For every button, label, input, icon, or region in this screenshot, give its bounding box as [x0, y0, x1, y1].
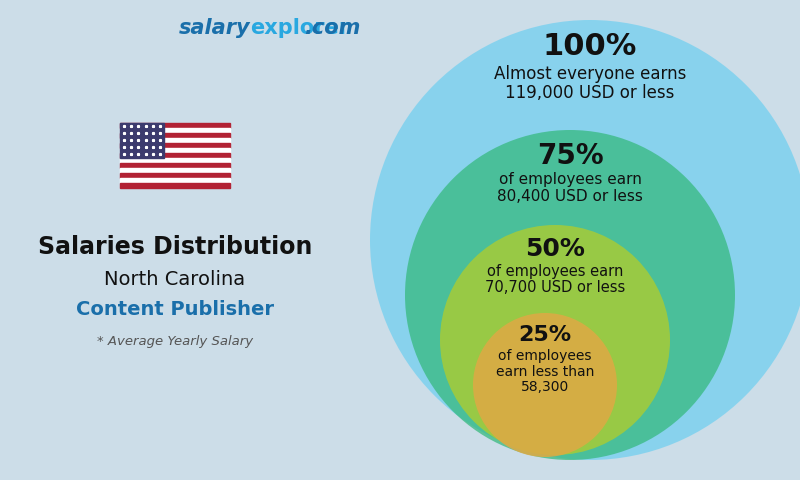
Text: * Average Yearly Salary: * Average Yearly Salary — [97, 335, 253, 348]
Text: 70,700 USD or less: 70,700 USD or less — [485, 280, 625, 295]
Text: 80,400 USD or less: 80,400 USD or less — [497, 189, 643, 204]
Bar — [120, 132, 230, 137]
Text: 75%: 75% — [537, 142, 603, 170]
Text: 50%: 50% — [525, 237, 585, 261]
Bar — [120, 163, 230, 168]
Text: 119,000 USD or less: 119,000 USD or less — [506, 84, 674, 102]
Bar — [120, 172, 230, 178]
Text: 58,300: 58,300 — [521, 380, 569, 394]
Bar — [120, 178, 230, 182]
Text: earn less than: earn less than — [496, 364, 594, 379]
Text: explorer: explorer — [250, 18, 350, 38]
Bar — [120, 122, 164, 157]
Text: Almost everyone earns: Almost everyone earns — [494, 65, 686, 83]
Text: 100%: 100% — [543, 32, 637, 61]
Bar — [120, 128, 230, 132]
Text: 25%: 25% — [518, 325, 571, 345]
Ellipse shape — [473, 313, 617, 457]
Text: of employees: of employees — [498, 349, 592, 363]
Text: salary: salary — [178, 18, 250, 38]
Text: Content Publisher: Content Publisher — [76, 300, 274, 319]
Text: of employees earn: of employees earn — [498, 172, 642, 187]
Text: .com: .com — [303, 18, 360, 38]
Bar — [120, 168, 230, 172]
Text: Salaries Distribution: Salaries Distribution — [38, 235, 312, 259]
Bar — [120, 147, 230, 153]
Bar — [120, 157, 230, 163]
Bar — [120, 143, 230, 147]
Text: North Carolina: North Carolina — [105, 270, 246, 289]
Ellipse shape — [370, 20, 800, 460]
Bar — [120, 153, 230, 157]
Bar — [120, 182, 230, 188]
Ellipse shape — [405, 130, 735, 460]
Bar — [120, 137, 230, 143]
Bar — [120, 122, 230, 128]
Ellipse shape — [440, 225, 670, 455]
Text: of employees earn: of employees earn — [487, 264, 623, 279]
